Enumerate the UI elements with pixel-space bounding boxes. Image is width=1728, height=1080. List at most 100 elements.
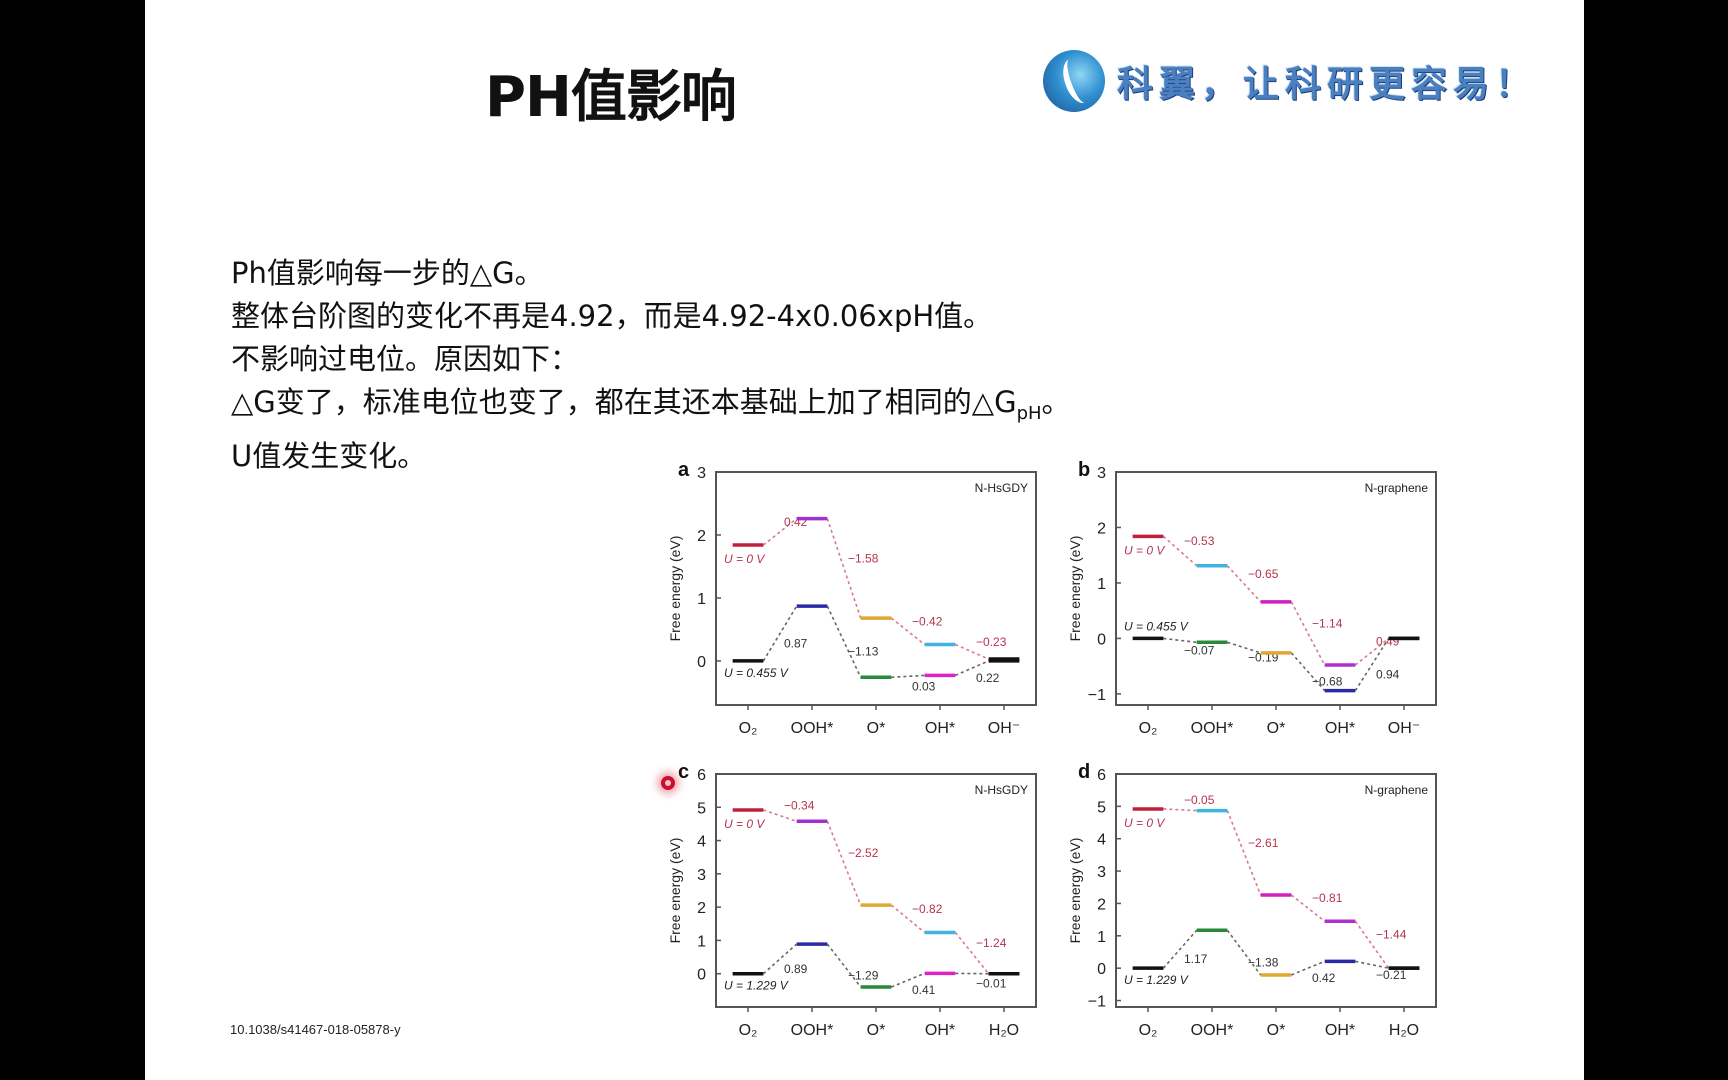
y-axis-label: Free energy (eV)	[667, 838, 683, 944]
panel-label: b	[1078, 459, 1090, 481]
step-energy-label: −0.53	[1184, 534, 1215, 548]
potential-label: U = 0 V	[1124, 816, 1165, 830]
step-energy-label: −0.01	[976, 977, 1007, 991]
step-energy-label: −1.14	[1312, 616, 1343, 630]
x-tick-label: OOH*	[1191, 720, 1234, 737]
step-connector	[955, 643, 989, 660]
step-connector	[1290, 894, 1326, 922]
y-tick-label: 6	[1097, 767, 1106, 784]
y-tick-label: 2	[697, 900, 706, 917]
step-energy-label: −1.24	[976, 936, 1007, 950]
step-energy-label: 0.89	[784, 962, 808, 976]
step-energy-label: 0.41	[912, 983, 936, 997]
step-connector	[1163, 808, 1197, 812]
energy-diagram-c: c N-HsGDY Free energy (eV) 0 1 2 3 4 5 6 O₂ OOH* O* O…	[667, 761, 1037, 1039]
potential-label: U = 0.455 V	[724, 666, 789, 680]
chart-panel-c: c N-HsGDY Free energy (eV) 0 1 2 3 4 5 6 O₂ OOH* O* O…	[650, 752, 1050, 1046]
y-tick-label: 6	[697, 767, 706, 784]
energy-diagram-a: a N-HsGDY Free energy (eV) 0 1 2 3 O₂ OOH* O* OH* O…	[667, 459, 1037, 737]
step-connector	[762, 943, 798, 975]
brand-logo: 科翼，让科研更容易！	[1043, 50, 1537, 112]
step-energy-label: −0.34	[784, 799, 815, 813]
y-tick-label: 1	[1097, 929, 1106, 946]
text-line-end: 。	[1041, 385, 1071, 419]
y-tick-label: 3	[1097, 864, 1106, 881]
y-tick-label: 1	[697, 591, 706, 608]
step-connector	[826, 605, 862, 678]
panel-label: d	[1078, 761, 1090, 783]
y-tick-label: 5	[697, 800, 706, 817]
y-tick-label: −1	[1088, 994, 1106, 1011]
y-tick-label: 0	[1097, 631, 1106, 648]
slide	[145, 0, 1584, 1080]
potential-label: U = 0.455 V	[1124, 619, 1189, 633]
step-energy-label: 0.87	[784, 637, 808, 651]
x-tick-label: O*	[867, 720, 886, 737]
y-tick-label: 0	[697, 967, 706, 984]
step-energy-label: −0.82	[912, 902, 943, 916]
x-tick-label: OH*	[1325, 1022, 1355, 1039]
y-tick-label: −1	[1088, 687, 1106, 704]
step-energy-label: −2.61	[1248, 836, 1279, 850]
y-tick-label: 4	[697, 834, 706, 851]
x-tick-label: H₂O	[989, 1022, 1019, 1039]
step-connector	[1290, 601, 1326, 666]
y-tick-label: 3	[697, 867, 706, 884]
x-tick-label: OOH*	[1191, 1022, 1234, 1039]
panel-label: a	[678, 459, 690, 481]
step-energy-label: −0.23	[976, 635, 1007, 649]
y-tick-label: 2	[1097, 520, 1106, 537]
step-connector	[955, 660, 989, 677]
y-tick-label: 3	[1097, 465, 1106, 482]
material-label: N-HsGDY	[975, 783, 1028, 797]
step-connector	[1290, 652, 1326, 692]
energy-diagram-b: b N-graphene Free energy (eV) −1 0 1 2 3 O₂ OOH* O…	[1067, 459, 1437, 737]
text-line: U值发生变化。	[231, 438, 427, 473]
potential-label: U = 1.229 V	[1124, 973, 1189, 987]
step-connector	[762, 517, 798, 546]
step-connector	[890, 617, 926, 646]
step-energy-label: 0.94	[1376, 668, 1400, 682]
step-connector	[762, 605, 798, 662]
potential-label: U = 0 V	[724, 817, 765, 831]
y-tick-label: 4	[1097, 832, 1106, 849]
step-connector	[1162, 535, 1198, 567]
material-label: N-graphene	[1365, 783, 1429, 797]
y-tick-label: 1	[697, 933, 706, 950]
x-tick-label: O*	[1267, 720, 1286, 737]
step-connector	[1226, 810, 1262, 896]
step-energy-label: 1.17	[1184, 952, 1208, 966]
slide-title: PH值影响	[485, 65, 737, 130]
step-energy-label: −1.13	[848, 645, 879, 659]
step-energy-label: −1.38	[1248, 956, 1279, 970]
pointer-cursor	[661, 776, 675, 790]
y-tick-label: 5	[1097, 799, 1106, 816]
x-tick-label: OH⁻	[988, 720, 1020, 737]
x-tick-label: O₂	[1139, 720, 1158, 737]
step-energy-label: 0.42	[1312, 971, 1336, 985]
body-text: Ph值影响每一步的△G。 整体台阶图的变化不再是4.92，而是4.92-4x0.…	[231, 252, 1071, 478]
step-connector	[1163, 637, 1197, 644]
step-energy-label: −0.65	[1248, 567, 1279, 581]
y-axis-label: Free energy (eV)	[667, 536, 683, 642]
subscript-ph: pH	[1016, 402, 1042, 424]
chart-panel-a: a N-HsGDY Free energy (eV) 0 1 2 3 O₂ OOH* O* OH* O…	[650, 450, 1050, 744]
x-tick-label: OOH*	[791, 1022, 834, 1039]
doi-reference: 10.1038/s41467-018-05878-y	[230, 1022, 401, 1037]
y-tick-label: 0	[697, 654, 706, 671]
chart-panel-d: d N-graphene Free energy (eV) −1 0 1 2 3 4 5 6 O₂ OO…	[1050, 752, 1450, 1046]
step-connector	[1226, 565, 1262, 603]
x-tick-label: OH*	[1325, 720, 1355, 737]
energy-diagram-d: d N-graphene Free energy (eV) −1 0 1 2 3 4 5 6 O₂ OO…	[1067, 761, 1437, 1039]
step-connector	[1354, 637, 1390, 692]
step-energy-label: 0.22	[976, 671, 1000, 685]
step-energy-label: −1.58	[848, 551, 879, 565]
x-tick-label: OH*	[925, 720, 955, 737]
x-tick-label: OH*	[925, 1022, 955, 1039]
chart-panel-b: b N-graphene Free energy (eV) −1 0 1 2 3 O₂ OOH* O…	[1050, 450, 1450, 744]
step-energy-label: −0.68	[1312, 675, 1343, 689]
y-tick-label: 2	[697, 528, 706, 545]
step-connector	[891, 674, 925, 679]
text-line: △G变了，标准电位也变了，都在其还本基础上加了相同的△GpH。	[231, 381, 1071, 435]
material-label: N-HsGDY	[975, 481, 1028, 495]
